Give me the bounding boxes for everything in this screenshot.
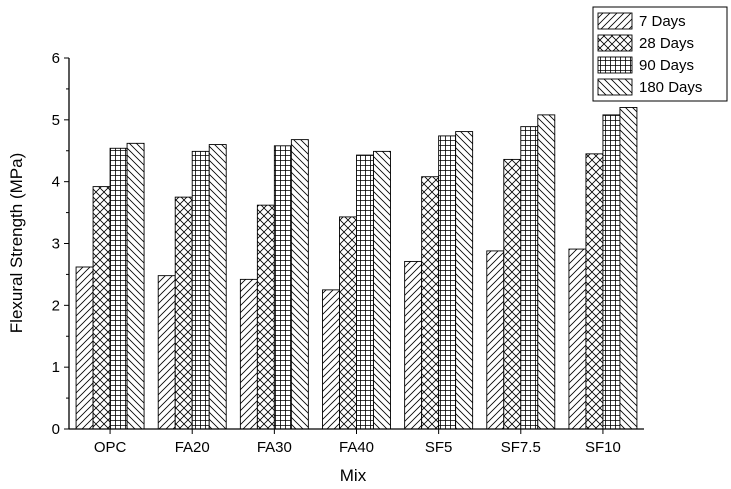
bar-opc-series-2 bbox=[92, 186, 111, 430]
bar-sf10-series-3 bbox=[602, 114, 621, 430]
y-tick-label: 4 bbox=[52, 174, 60, 191]
y-tick-label: 6 bbox=[52, 50, 60, 67]
bar-opc-series-4 bbox=[126, 142, 145, 430]
axes-layer: OPC FA20 FA30 FA40 SF5 SF7.5 SF10 0 1 2 3 4 5 6 bbox=[52, 50, 644, 456]
legend-label: 180 Days bbox=[639, 79, 702, 96]
x-tick-label: FA20 bbox=[175, 439, 210, 456]
x-tick-label: SF5 bbox=[425, 439, 453, 456]
x-tick-label: FA40 bbox=[339, 439, 374, 456]
bar-fa20-series-4 bbox=[208, 144, 227, 430]
bar-sf5-series-1 bbox=[404, 260, 423, 430]
x-tick-label: FA30 bbox=[257, 439, 292, 456]
legend-label: 90 Days bbox=[639, 57, 694, 74]
legend-label: 7 Days bbox=[639, 13, 686, 30]
bar-sf10-series-4 bbox=[619, 107, 638, 430]
legend-swatch bbox=[597, 78, 633, 96]
x-tick-label: OPC bbox=[94, 439, 127, 456]
bar-fa30-series-4 bbox=[290, 139, 309, 430]
legend-swatch bbox=[597, 56, 633, 74]
legend-swatch bbox=[597, 34, 633, 52]
legend: 7 Days 28 Days 90 Days 180 Days bbox=[592, 6, 728, 102]
bar-opc-series-3 bbox=[109, 147, 128, 430]
legend-swatch bbox=[597, 12, 633, 30]
bar-fa40-series-4 bbox=[373, 150, 391, 430]
x-axis-title: Mix bbox=[340, 466, 367, 485]
x-tick-label: SF10 bbox=[585, 439, 621, 456]
bar-sf7_5-series-1 bbox=[486, 250, 505, 430]
bar-sf10-series-2 bbox=[585, 153, 604, 430]
bar-fa30-series-1 bbox=[239, 278, 258, 430]
bar-fa20-series-1 bbox=[157, 275, 176, 430]
x-tick-label: SF7.5 bbox=[501, 439, 541, 456]
bar-sf10-series-1 bbox=[568, 248, 587, 430]
y-tick-label: 0 bbox=[52, 421, 60, 438]
bar-fa20-series-3 bbox=[191, 150, 210, 430]
bar-fa40-series-2 bbox=[339, 216, 357, 430]
bar-sf7_5-series-3 bbox=[520, 126, 539, 430]
bar-sf7_5-series-4 bbox=[537, 114, 556, 430]
y-axis-title: Flexural Strength (MPa) bbox=[7, 153, 26, 333]
bar-sf5-series-2 bbox=[421, 176, 440, 430]
y-tick-label: 5 bbox=[52, 112, 60, 129]
legend-label: 28 Days bbox=[639, 35, 694, 52]
y-tick-label: 2 bbox=[52, 297, 60, 314]
bar-sf7_5-series-2 bbox=[503, 158, 522, 430]
y-tick-label: 1 bbox=[52, 359, 60, 376]
bar-opc-series-1 bbox=[75, 266, 94, 430]
bar-fa20-series-2 bbox=[174, 196, 193, 430]
bar-fa30-series-3 bbox=[273, 145, 292, 430]
y-tick-label: 3 bbox=[52, 236, 60, 253]
bar-fa40-series-1 bbox=[322, 289, 340, 430]
bar-fa40-series-3 bbox=[356, 154, 374, 430]
bar-sf5-series-4 bbox=[455, 131, 474, 430]
bars-layer bbox=[75, 107, 638, 430]
bar-sf5-series-3 bbox=[438, 135, 457, 430]
bar-fa30-series-2 bbox=[256, 204, 275, 430]
